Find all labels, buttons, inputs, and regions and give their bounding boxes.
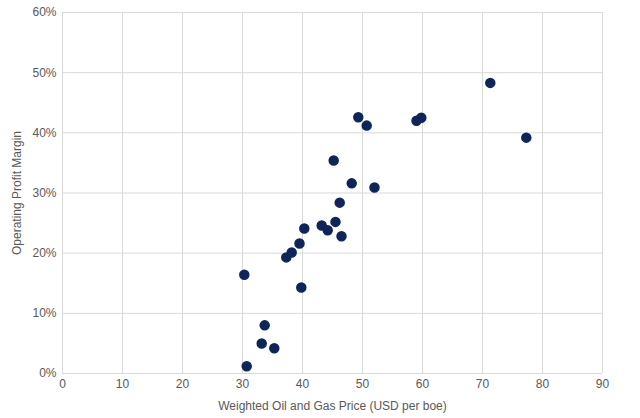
- svg-text:Weighted Oil and Gas Price (US: Weighted Oil and Gas Price (USD per boe): [218, 399, 447, 413]
- svg-text:50: 50: [356, 377, 370, 391]
- svg-text:30: 30: [236, 377, 250, 391]
- svg-text:90: 90: [596, 377, 610, 391]
- svg-text:80: 80: [536, 377, 550, 391]
- svg-text:40%: 40%: [32, 126, 56, 140]
- svg-text:60: 60: [416, 377, 430, 391]
- svg-text:20: 20: [176, 377, 190, 391]
- svg-text:0: 0: [59, 377, 66, 391]
- svg-text:30%: 30%: [32, 186, 56, 200]
- svg-text:60%: 60%: [32, 5, 56, 19]
- svg-text:10%: 10%: [32, 306, 56, 320]
- svg-text:10: 10: [116, 377, 130, 391]
- svg-text:50%: 50%: [32, 66, 56, 80]
- svg-text:70: 70: [476, 377, 490, 391]
- svg-text:Operating Profit Margin: Operating Profit Margin: [10, 131, 24, 255]
- svg-text:40: 40: [296, 377, 310, 391]
- svg-text:20%: 20%: [32, 246, 56, 260]
- svg-text:0%: 0%: [39, 366, 57, 380]
